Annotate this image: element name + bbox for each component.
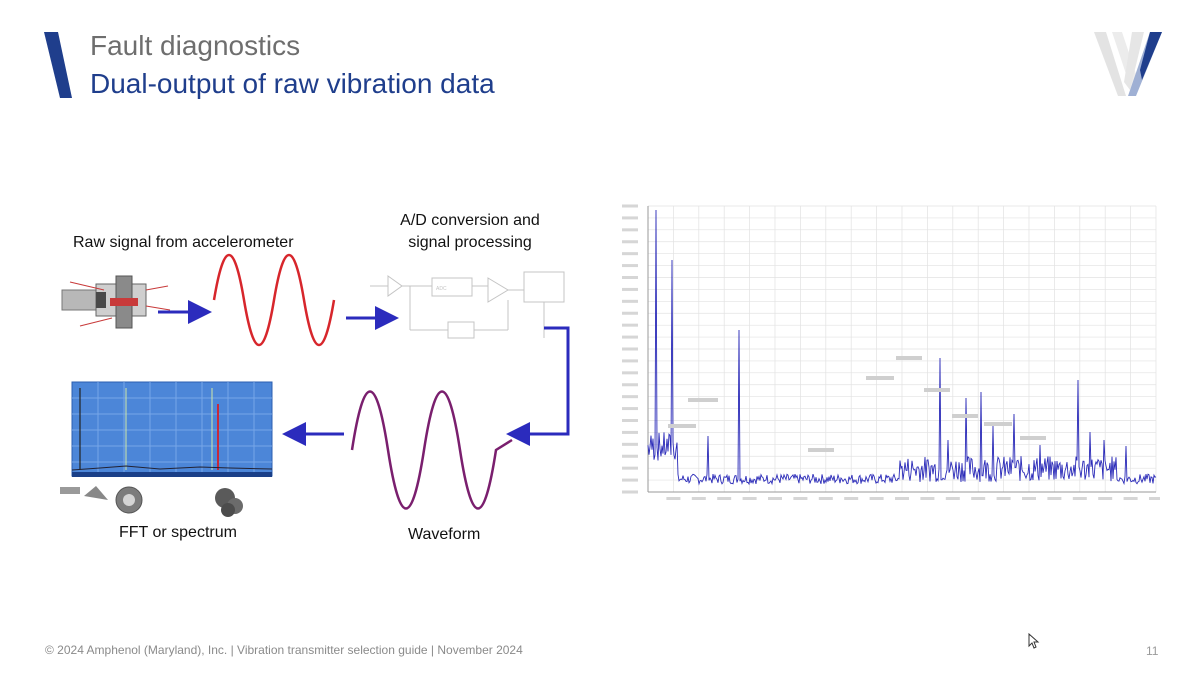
footer-text: © 2024 Amphenol (Maryland), Inc. | Vibra… [45,643,523,657]
svg-text:ADC: ADC [436,286,447,292]
slide-title: Fault diagnostics [90,30,301,61]
accelerometer-icon [61,275,171,329]
slide-subtitle: Dual-output of raw vibration data [90,68,495,99]
fft-label: FFT or spectrum [119,524,237,541]
raw-signal-label: Raw signal from accelerometer [73,234,294,251]
logo-w-icon [1094,32,1162,96]
ad-conversion-label: A/D conversion and signal processing [380,210,560,254]
fft-screen [71,381,273,477]
ad-label-line1: A/D conversion and [400,212,540,229]
circuit-block-icon: ADC [370,271,565,339]
page-number: 11 [1146,644,1159,658]
cursor-icon [1028,633,1040,649]
accent-bar [44,32,72,98]
arrow-to-waveform [506,326,570,446]
bearing-icon [60,486,243,517]
waveform-wave [350,390,513,510]
ad-label-line2: signal processing [408,234,532,251]
vibration-spectrum-plot [618,200,1160,512]
spectrum-line [647,209,1157,486]
raw-signal-wave [212,253,336,347]
waveform-label: Waveform [408,526,481,543]
